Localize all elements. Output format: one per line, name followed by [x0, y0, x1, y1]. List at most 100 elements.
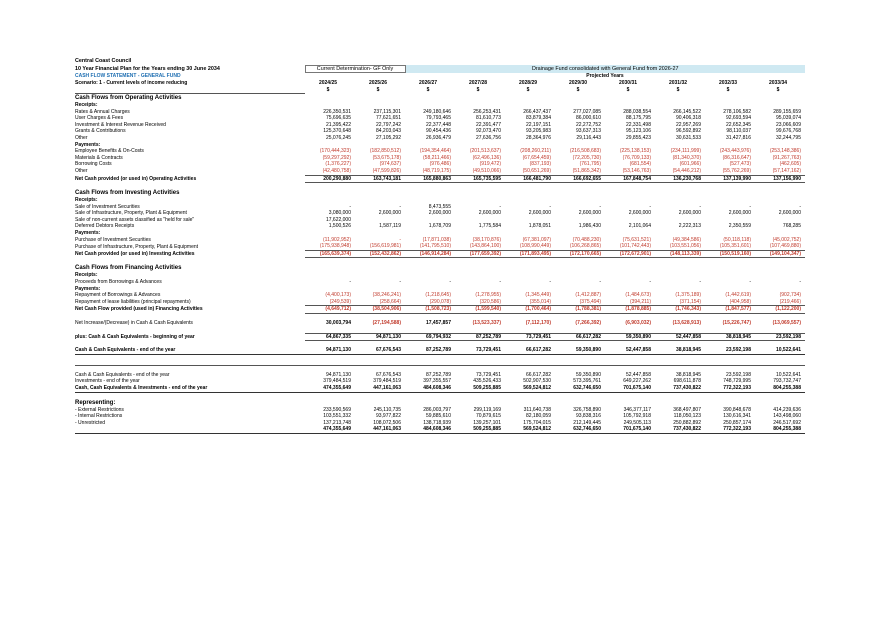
value-cell: (902,734)	[779, 292, 801, 299]
value-cell: 288,038,554	[623, 108, 651, 115]
projected-years-label: Projected Years	[586, 72, 624, 79]
value-cell: (57,147,162)	[772, 167, 801, 174]
value-cell: 2,600,000	[628, 210, 651, 217]
table-row: Investments - end of the year 379,484,519…	[75, 378, 805, 385]
value-cell: (55,762,269)	[722, 167, 751, 174]
value-cell: 87,252,789	[405, 347, 455, 355]
value-cell: -	[749, 279, 751, 286]
value-cell: 22,957,269	[675, 121, 701, 128]
value-cell: 125,370,648	[323, 128, 351, 135]
value-cell: (253,148,386)	[769, 148, 801, 155]
value-cell: 1,986,430	[578, 223, 601, 230]
row-label: Deferred Debtors Receipts	[75, 223, 135, 230]
value-cell: 69,794,932	[405, 332, 455, 342]
table-row: Net Cash provided (or used in) Investing…	[75, 249, 805, 259]
value-cell: 768,285	[782, 223, 801, 230]
value-cell: 2,600,000	[728, 210, 751, 217]
value-cell: (103,551,056)	[669, 243, 701, 250]
value-cell: -	[649, 279, 651, 286]
value-cell: 73,729,451	[455, 347, 505, 355]
value-cell: 81,610,773	[475, 115, 501, 122]
table-row: Cash Flows from Investing Activities	[75, 189, 805, 197]
value-cell: 87,252,789	[425, 371, 451, 378]
value-cell: (59,297,292)	[322, 154, 351, 161]
value-cell: 368,497,807	[673, 406, 701, 413]
row-label: Purchase of Infrastructure, Property, Pl…	[75, 243, 199, 250]
value-cell: 23,066,609	[775, 121, 801, 128]
value-cell: (394,211)	[629, 298, 651, 305]
row-label: Other	[75, 168, 88, 175]
table-row: Payments:	[75, 142, 805, 149]
value-cell: (75,631,521)	[622, 236, 651, 243]
value-cell: (1,788,381)	[555, 305, 605, 314]
year-header: 2026/27	[418, 79, 438, 86]
table-row: Other 25,076,245 27,105,292 26,936,479 27,63…	[75, 135, 805, 142]
row-label: Representing:	[75, 399, 116, 406]
value-cell: (81,340,370)	[672, 154, 701, 161]
value-cell: (107,469,880)	[769, 243, 801, 250]
value-cell: 94,871,130	[355, 332, 405, 342]
value-cell: 59,350,890	[575, 371, 601, 378]
table-row: Repayment of Borrowings & Advances (4,400…	[75, 292, 805, 299]
value-cell: -	[399, 279, 401, 286]
value-cell: 286,003,797	[423, 406, 451, 413]
value-cell: -	[599, 203, 601, 210]
value-cell: (1,442,619)	[725, 292, 751, 299]
table-row: Representing:	[75, 399, 805, 407]
value-cell: 66,617,282	[555, 332, 605, 342]
value-cell: (70,488,230)	[572, 236, 601, 243]
value-cell: 2,600,000	[778, 210, 801, 217]
year-header: 2031/32	[668, 79, 688, 86]
value-cell: (49,384,586)	[672, 236, 701, 243]
currency-header: $	[476, 86, 480, 93]
value-cell: (150,519,160)	[705, 249, 755, 259]
value-cell: 66,617,282	[525, 371, 551, 378]
value-cell: (42,480,758)	[322, 167, 351, 174]
currency-header: $	[776, 86, 780, 93]
value-cell: (7,112,170)	[525, 320, 551, 326]
value-cell: (54,446,212)	[672, 167, 701, 174]
value-cell: 249,505,113	[623, 419, 651, 426]
value-cell: 66,617,282	[505, 347, 555, 355]
value-cell: 22,652,345	[725, 121, 751, 128]
value-cell: 22,331,498	[625, 121, 651, 128]
row-label: Receipts:	[75, 272, 98, 279]
table-row: Purchase of Investment Securities (11,902…	[75, 237, 805, 244]
table-row: Net Cash Flow provided (used in) Financi…	[75, 305, 805, 314]
row-label: Cash Flows from Operating Activities	[75, 92, 305, 102]
value-cell: 163,743,181	[355, 174, 405, 184]
value-cell: 509,255,885	[455, 384, 505, 393]
value-cell	[655, 217, 705, 224]
row-label: Receipts:	[75, 197, 98, 204]
value-cell: 96,592,892	[675, 128, 701, 135]
value-cell: 38,818,945	[675, 371, 701, 378]
table-row: Sale of Infrastructure, Property, Plant …	[75, 210, 805, 217]
table-row: Cash Flows from Operating Activities	[75, 92, 805, 102]
value-cell: 166,481,790	[505, 174, 555, 184]
value-cell: (172,672,901)	[605, 249, 655, 259]
table-row: Deferred Debtors Receipts 1,500,526 1,587,…	[75, 223, 805, 230]
current-determination-label: Current Determination- GF Only	[304, 64, 406, 74]
value-cell: 67,676,543	[375, 371, 401, 378]
value-cell: 1,587,119	[379, 223, 401, 230]
table-row: Payments:	[75, 286, 805, 293]
row-label: Cash, Cash Equivalents & Investments - e…	[75, 384, 305, 393]
value-cell: 2,350,559	[728, 223, 751, 230]
value-cell: 474,355,649	[305, 426, 355, 434]
value-cell: 23,592,198	[755, 332, 805, 342]
year-header: 2027/28	[468, 79, 488, 86]
value-cell: 22,797,242	[375, 121, 401, 128]
cash-flow-table: Central Coast Council 10 Year Financial …	[75, 58, 805, 434]
value-cell: (177,659,392)	[455, 249, 505, 259]
value-cell: -	[699, 279, 701, 286]
value-cell: 27,636,756	[475, 134, 501, 141]
value-cell	[705, 217, 755, 224]
value-cell: 2,600,000	[678, 210, 701, 217]
value-cell: 92,073,470	[475, 128, 501, 135]
value-cell: 26,936,479	[425, 134, 451, 141]
value-cell: 31,427,816	[725, 134, 751, 141]
value-cell: (1,375,189)	[675, 292, 701, 299]
value-cell: 256,253,431	[473, 108, 501, 115]
value-cell: (6,903,032)	[625, 320, 651, 326]
value-cell: 98,110,037	[726, 128, 751, 135]
